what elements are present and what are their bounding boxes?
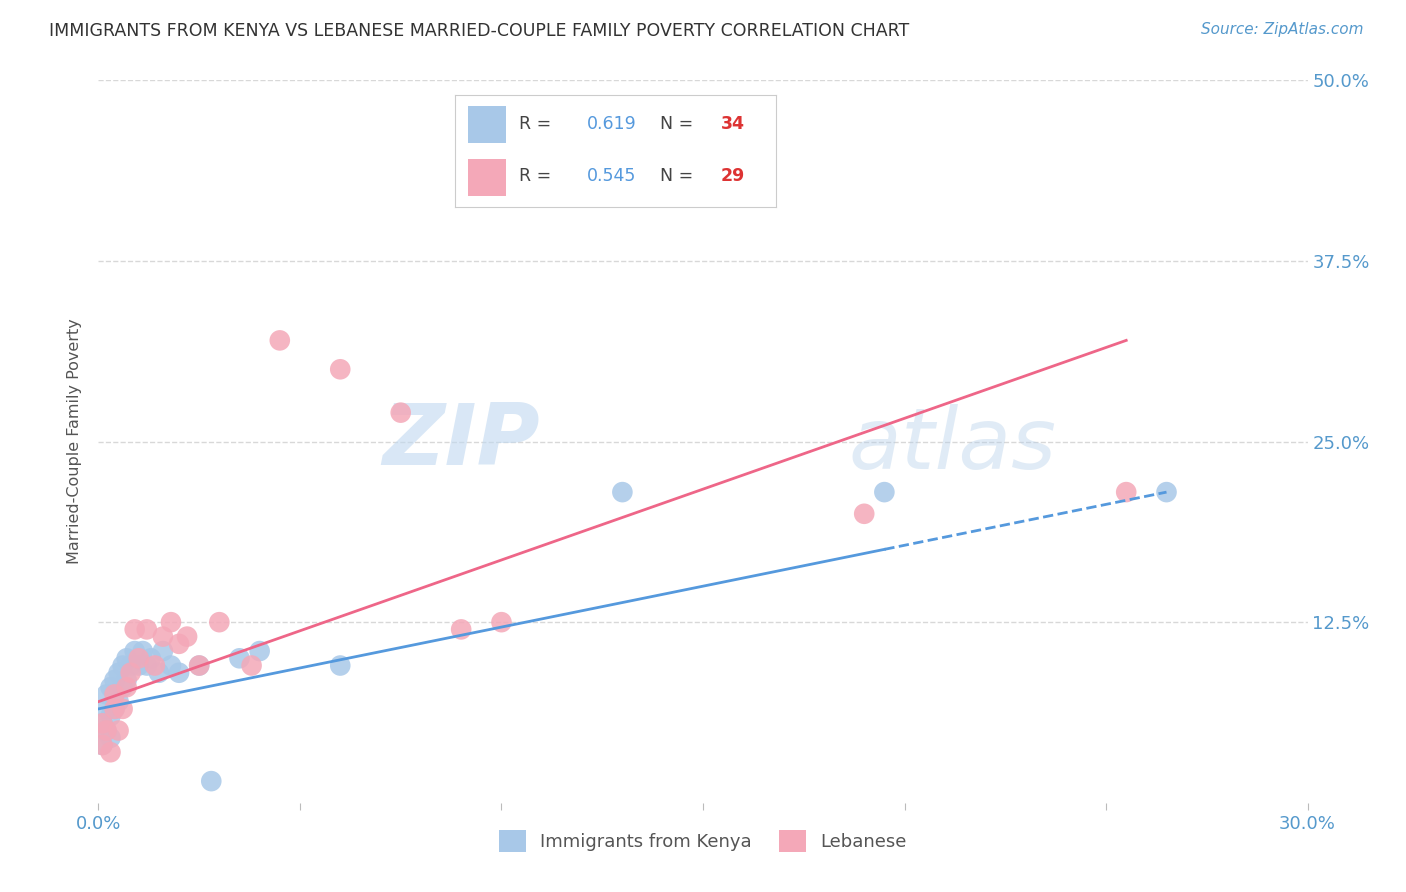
Point — [91, 738, 114, 752]
Point — [139, 651, 162, 665]
Point — [96, 723, 118, 738]
Point — [100, 745, 122, 759]
Point — [111, 658, 134, 673]
Point — [100, 709, 122, 723]
Point — [176, 630, 198, 644]
Point — [148, 665, 170, 680]
Text: IMMIGRANTS FROM KENYA VS LEBANESE MARRIED-COUPLE FAMILY POVERTY CORRELATION CHAR: IMMIGRANTS FROM KENYA VS LEBANESE MARRIE… — [49, 22, 910, 40]
Point — [96, 702, 118, 716]
Point — [120, 658, 142, 673]
Point — [389, 406, 412, 420]
Point — [100, 680, 122, 694]
Point — [107, 665, 129, 680]
Point — [96, 723, 118, 738]
Point — [124, 623, 146, 637]
Point — [450, 623, 472, 637]
Point — [208, 615, 231, 630]
Point — [91, 716, 114, 731]
Y-axis label: Married-Couple Family Poverty: Married-Couple Family Poverty — [67, 318, 83, 565]
Point — [111, 702, 134, 716]
Point — [115, 651, 138, 665]
Point — [853, 507, 876, 521]
Point — [132, 644, 155, 658]
Point — [240, 658, 263, 673]
Point — [249, 644, 271, 658]
Point — [100, 731, 122, 745]
Text: ZIP: ZIP — [382, 400, 540, 483]
Point — [103, 702, 125, 716]
Point — [612, 485, 634, 500]
Text: Source: ZipAtlas.com: Source: ZipAtlas.com — [1201, 22, 1364, 37]
Legend: Immigrants from Kenya, Lebanese: Immigrants from Kenya, Lebanese — [492, 822, 914, 859]
Point — [91, 738, 114, 752]
Point — [115, 680, 138, 694]
Point — [124, 644, 146, 658]
Point — [96, 687, 118, 701]
Point — [152, 630, 174, 644]
Point — [143, 658, 166, 673]
Point — [107, 723, 129, 738]
Point — [135, 658, 157, 673]
Point — [107, 695, 129, 709]
Point — [103, 673, 125, 687]
Point — [152, 644, 174, 658]
Point — [571, 160, 593, 174]
Point — [188, 658, 211, 673]
Point — [200, 774, 222, 789]
Point — [103, 687, 125, 701]
Point — [128, 658, 150, 673]
Point — [188, 658, 211, 673]
Point — [329, 362, 352, 376]
Point — [873, 485, 896, 500]
Point — [269, 334, 291, 348]
Point — [228, 651, 250, 665]
Point — [103, 702, 125, 716]
Text: atlas: atlas — [848, 404, 1056, 487]
Point — [167, 637, 190, 651]
Point — [128, 651, 150, 665]
Point — [135, 623, 157, 637]
Point — [120, 665, 142, 680]
Point — [111, 680, 134, 694]
Point — [167, 665, 190, 680]
Point — [1115, 485, 1137, 500]
Point — [115, 673, 138, 687]
Point — [329, 658, 352, 673]
Point — [160, 615, 183, 630]
Point — [160, 658, 183, 673]
Point — [91, 716, 114, 731]
Point — [491, 615, 513, 630]
Point — [1156, 485, 1178, 500]
